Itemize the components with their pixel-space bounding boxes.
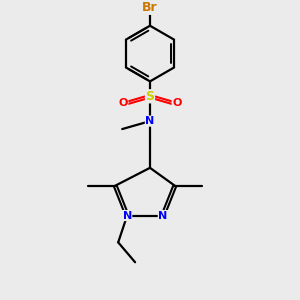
Text: O: O: [172, 98, 182, 108]
Text: Br: Br: [142, 1, 158, 14]
Text: N: N: [122, 211, 132, 220]
Text: S: S: [146, 90, 154, 103]
Text: N: N: [146, 116, 154, 126]
Text: O: O: [118, 98, 128, 108]
Text: N: N: [158, 211, 167, 220]
